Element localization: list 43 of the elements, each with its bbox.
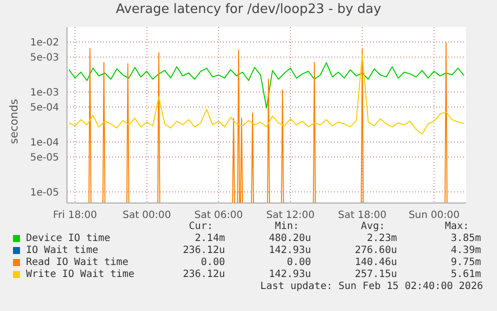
x-tick-label: Sat 06:00 [194,210,243,222]
text: 276.60u [354,245,397,256]
y-axis-title: seconds [8,98,20,146]
legend-label: IO Wait time [26,245,98,256]
y-tick-label: 5e-05 [30,152,59,164]
text: 142.93u [268,245,311,256]
legend-label: Read IO Wait time [26,257,128,268]
y-tick-label: 5e-04 [30,102,59,114]
text: Avg: [360,221,385,232]
y-tick-label: 1e-04 [30,138,59,149]
text: 4.39m [450,245,481,256]
y-tick-label: 1e-02 [30,38,59,49]
text: Max: [444,221,469,232]
line-series [68,62,465,108]
text: 2.14m [194,233,225,244]
text: Min: [274,221,299,232]
text: 5.61m [450,269,481,280]
y-tick-label: 1e-03 [30,88,59,99]
legend-label: Device IO time [26,233,110,244]
text: 140.46u [354,257,397,268]
line-series [88,42,448,203]
text: 9.75m [450,257,481,268]
text: 480.20u [268,233,311,244]
text: 0.00 [286,257,311,268]
text: 142.93u [268,269,311,280]
legend-label: Write IO Wait time [26,269,134,280]
y-tick-label: 1e-05 [30,187,59,198]
text: 236.12u [182,245,225,256]
text: 2.23m [366,233,397,244]
text: 236.12u [182,269,225,280]
text: Cur: [188,221,213,232]
x-tick-label: Fri 18:00 [53,210,97,222]
line-series [68,54,465,135]
x-tick-label: Sat 12:00 [266,210,315,222]
text: 3.85m [450,233,481,244]
x-tick-label: Sat 18:00 [338,210,386,222]
chart-title: Average latency for /dev/loop23 - by day [114,2,382,17]
text: 257.15u [354,269,397,280]
x-tick-label: Sat 00:00 [122,210,172,222]
text: 0.00 [200,257,225,268]
x-tick-label: Sun 00:00 [408,210,460,222]
text: Last update: Sun Feb 15 02:40:00 2026 [260,281,483,292]
y-tick-label: 5e-03 [30,52,59,64]
